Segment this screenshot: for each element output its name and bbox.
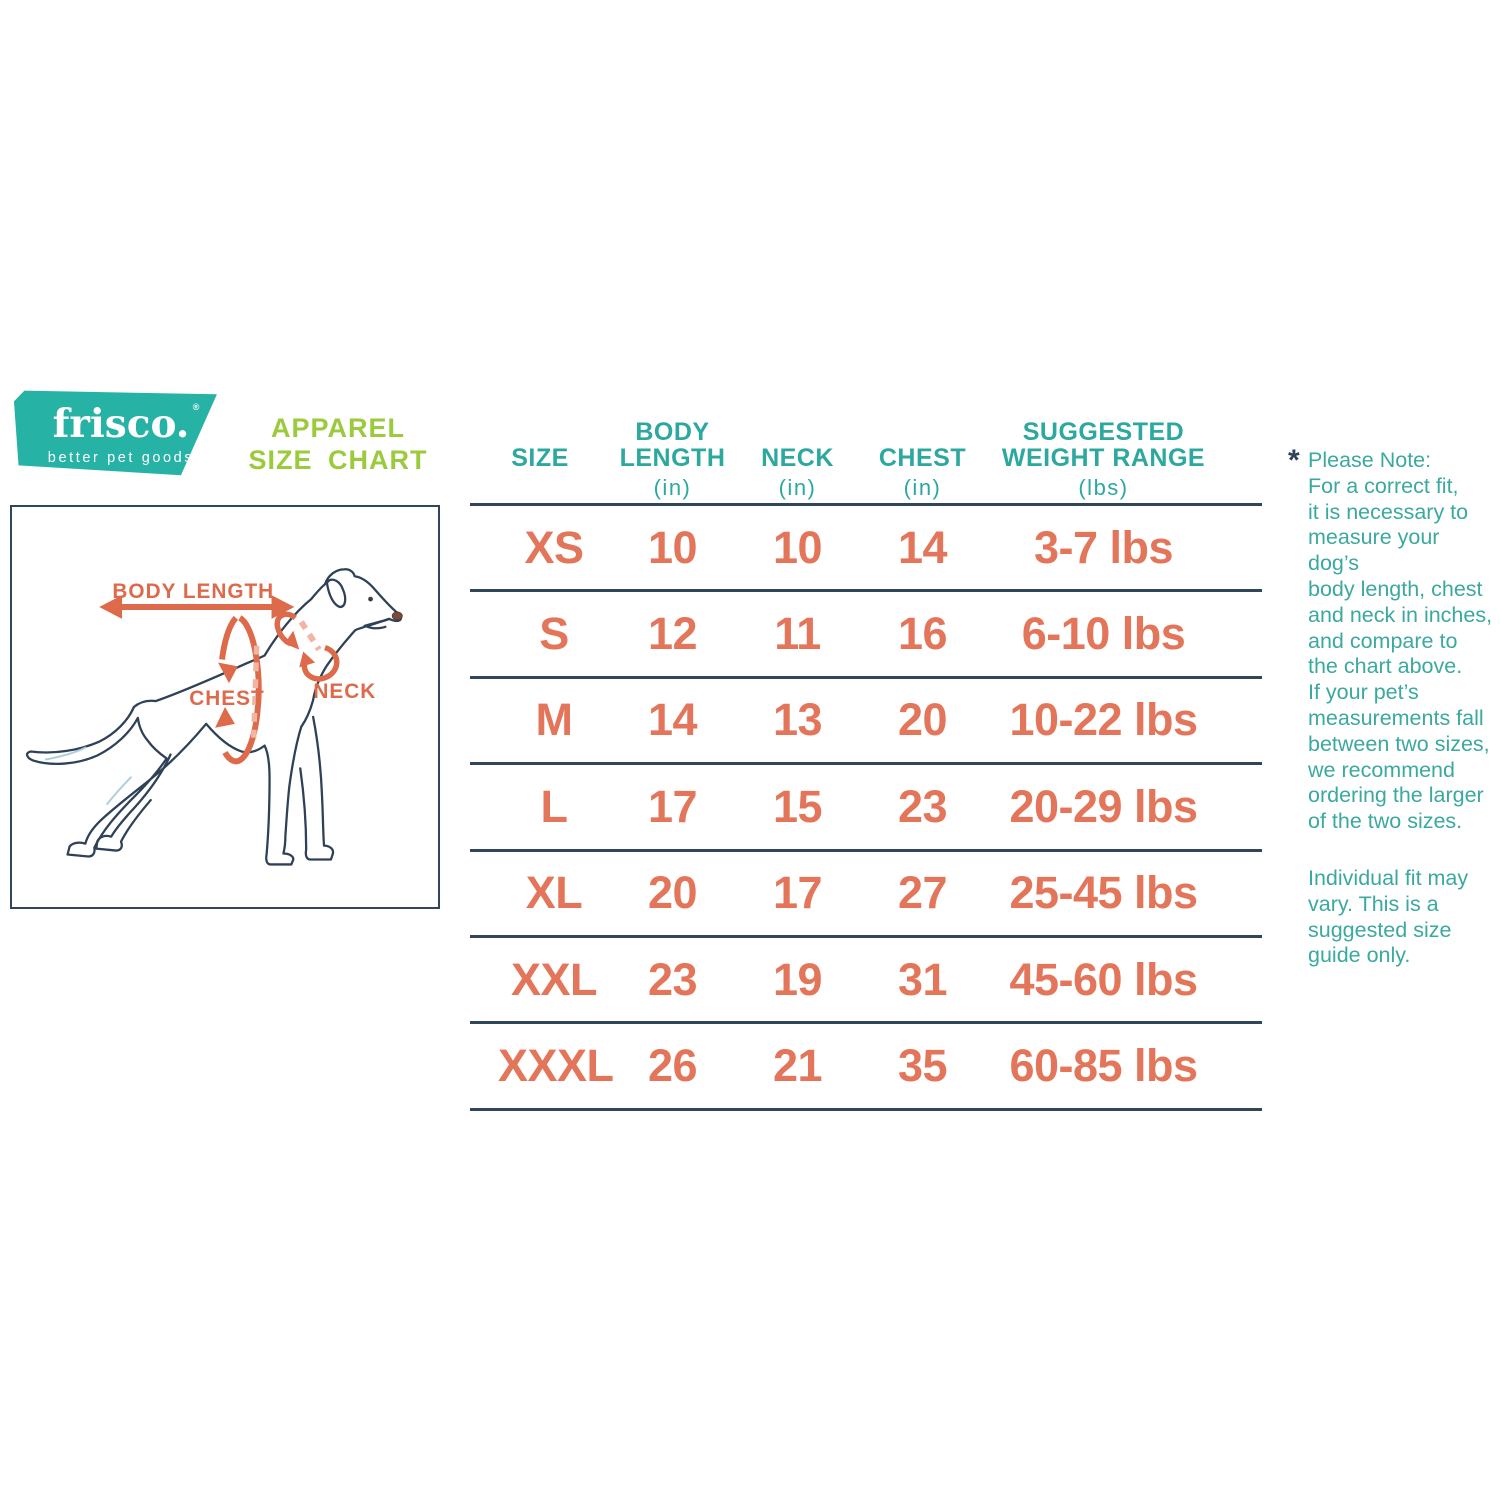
chest-cell: 35 [897,1040,948,1092]
chest-measure-annotation [215,615,262,765]
neck-dashed-line [298,620,322,652]
table-row: S 12 11 16 6-10 lbs [470,592,1262,679]
weight-cell: 6-10 lbs [1021,608,1186,660]
size-cell: S [539,608,569,660]
table-header-row: SIZE BODY LENGTH (in) NECK (in) CHEST (i… [470,415,1262,503]
size-table: SIZE BODY LENGTH (in) NECK (in) CHEST (i… [470,415,1262,1111]
body-length-cell: 17 [647,780,698,832]
neck-label: NECK [313,680,376,703]
column-header-label: SIZE [511,444,569,473]
dog-illustration: BODY LENGTH CHEST NECK [25,568,403,866]
body-length-cell: 26 [647,1040,698,1092]
neck-cell: 21 [772,1040,823,1092]
column-header-weight-range: SUGGESTED WEIGHT RANGE (lbs) [985,417,1262,504]
dog-eye [368,596,373,602]
chest-cell: 20 [897,694,948,746]
frisco-logo-wordmark: frisco. ® [53,402,200,444]
chest-cell: 16 [897,608,948,660]
neck-measure-annotation [274,611,340,682]
chest-cell: 23 [897,780,948,832]
fit-note-paragraph-1: Please Note: For a correct fit, it is ne… [1308,448,1493,834]
measurement-diagram-box: BODY LENGTH CHEST NECK [10,505,440,909]
column-header-unit: (in) [653,475,692,500]
column-header-unit: (in) [903,475,942,500]
body-length-cell: 10 [647,521,698,573]
column-header-label: CHEST [878,444,967,473]
size-cell: XXL [510,953,598,1005]
neck-cell: 11 [774,608,821,660]
body-length-arrow [99,595,295,619]
weight-cell: 25-45 lbs [1009,867,1198,919]
neck-cell: 19 [772,953,823,1005]
frisco-logo-tagline: better pet goods [47,449,195,466]
asterisk-marker: * [1288,444,1300,477]
chest-label: CHEST [189,687,264,710]
column-header-chest: CHEST (in) [860,445,985,503]
frisco-logo-text: frisco. [52,400,190,447]
table-row: XL 20 17 27 25-45 lbs [470,852,1262,938]
table-body: XS 10 10 14 3-7 lbs S 12 11 16 6-10 lbs … [470,503,1262,1111]
body-length-cell: 23 [647,953,698,1005]
table-row: XS 10 10 14 3-7 lbs [470,506,1262,593]
body-length-cell: 20 [647,867,698,919]
registered-trademark-icon: ® [192,401,200,412]
column-header-label: BODY LENGTH [619,417,726,473]
body-length-cell: 14 [647,694,698,746]
size-cell: XS [524,521,584,573]
dog-shading [44,746,132,806]
body-length-cell: 12 [647,608,698,660]
weight-cell: 45-60 lbs [1009,953,1198,1005]
size-cell: XL [525,867,583,919]
frisco-logo: frisco. ® better pet goods [13,390,217,476]
table-row: XXL 23 19 31 45-60 lbs [470,938,1262,1025]
dog-outline [25,568,403,866]
fit-note-paragraph-2: Individual fit may vary. This is a sugge… [1308,865,1469,968]
neck-cell: 10 [772,521,823,573]
column-header-unit [470,472,610,503]
fit-note: * Please Note: For a correct fit, it is … [1288,444,1493,969]
chest-cell: 27 [897,867,948,919]
neck-cell: 17 [772,867,823,919]
column-header-neck: NECK (in) [735,445,860,503]
size-cell: M [535,694,574,746]
column-header-label: NECK [761,444,834,473]
chest-cell: 14 [897,521,948,573]
neck-cell: 13 [772,694,823,746]
table-row: XXXL 26 21 35 60-85 lbs [470,1024,1262,1111]
dog-nose [391,611,403,621]
body-length-label: BODY LENGTH [112,580,274,603]
size-cell: L [540,780,569,832]
chest-cell: 31 [897,953,948,1005]
column-header-unit: (in) [778,475,817,500]
neck-cell: 15 [772,780,823,832]
column-header-size: SIZE [470,445,610,503]
size-cell: XXXL [498,1040,614,1092]
weight-cell: 60-85 lbs [1009,1040,1198,1092]
weight-cell: 10-22 lbs [1009,694,1198,746]
weight-cell: 20-29 lbs [1009,780,1198,832]
column-header-body-length: BODY LENGTH (in) [610,417,735,504]
column-header-label: SUGGESTED WEIGHT RANGE [1001,417,1206,473]
weight-cell: 3-7 lbs [1033,521,1174,573]
column-header-unit: (lbs) [1078,475,1129,500]
table-row: M 14 13 20 10-22 lbs [470,679,1262,766]
page-title: APPAREL SIZE CHART [248,413,428,476]
table-row: L 17 15 23 20-29 lbs [470,765,1262,852]
